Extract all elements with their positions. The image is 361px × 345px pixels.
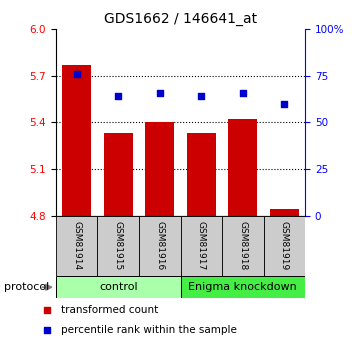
- Bar: [264, 216, 305, 276]
- Text: GSM81917: GSM81917: [197, 221, 206, 270]
- Point: [199, 93, 204, 99]
- Bar: [56, 276, 180, 298]
- Bar: [104, 133, 133, 216]
- Bar: [270, 209, 299, 216]
- Bar: [97, 216, 139, 276]
- Text: percentile rank within the sample: percentile rank within the sample: [61, 325, 237, 335]
- Bar: [228, 119, 257, 216]
- Bar: [62, 65, 91, 216]
- Text: GSM81918: GSM81918: [238, 221, 247, 270]
- Point: [282, 101, 287, 107]
- Bar: [187, 133, 216, 216]
- Bar: [180, 216, 222, 276]
- Text: GDS1662 / 146641_at: GDS1662 / 146641_at: [104, 12, 257, 26]
- Point: [240, 90, 245, 96]
- Point: [157, 90, 162, 96]
- Point: [116, 93, 121, 99]
- Bar: [180, 276, 305, 298]
- Bar: [56, 216, 97, 276]
- Text: Enigma knockdown: Enigma knockdown: [188, 282, 297, 292]
- Bar: [139, 216, 180, 276]
- Text: GSM81916: GSM81916: [155, 221, 164, 270]
- Point: [74, 71, 80, 77]
- Point: [44, 307, 50, 313]
- Text: control: control: [99, 282, 138, 292]
- Text: GSM81915: GSM81915: [114, 221, 123, 270]
- Text: GSM81914: GSM81914: [72, 221, 81, 270]
- Bar: [145, 122, 174, 216]
- Text: transformed count: transformed count: [61, 305, 158, 315]
- Text: protocol: protocol: [4, 282, 49, 292]
- Point: [44, 327, 50, 332]
- Bar: [222, 216, 264, 276]
- Text: GSM81919: GSM81919: [280, 221, 289, 270]
